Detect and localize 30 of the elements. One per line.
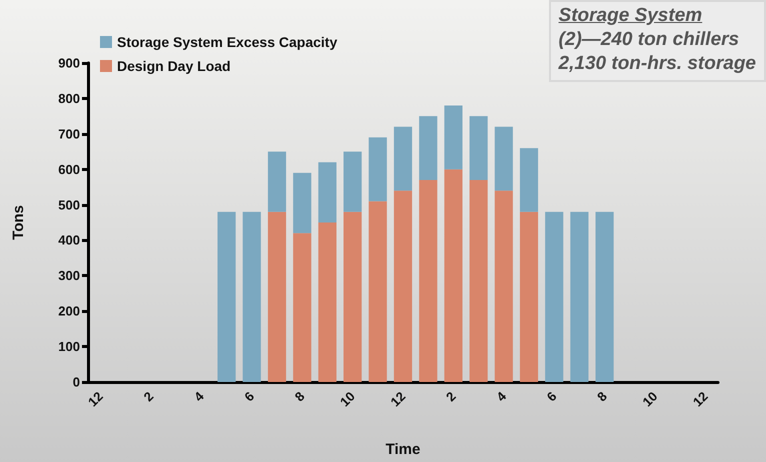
y-tick-label: 700: [58, 126, 80, 142]
x-tick-label: 10: [337, 388, 358, 410]
legend-label: Design Day Load: [117, 58, 231, 74]
text: Storage System: [558, 4, 704, 28]
x-tick-label: 4: [493, 388, 510, 404]
y-tick-label: 0: [72, 374, 80, 390]
x-tick-label: 8: [292, 388, 308, 404]
y-axis-title: Tons: [10, 205, 27, 240]
y-tick-label: 900: [58, 56, 80, 70]
x-tick-label: 8: [594, 388, 610, 404]
annotation: 2,130 ton-hrs. storage: [558, 52, 756, 76]
y-tick-label: 500: [58, 197, 80, 212]
x-tick-label: 12: [85, 388, 106, 410]
y-tick-label: 300: [58, 268, 80, 284]
x-tick-label: 2: [140, 388, 156, 404]
x-tick-label: 6: [544, 388, 560, 404]
legend-label: Storage System Excess Capacity: [117, 34, 338, 50]
x-tick-label: 12: [690, 388, 711, 410]
y-tick-label: 600: [58, 162, 80, 177]
x-tick-label: 12: [387, 388, 408, 410]
x-tick-label: 2: [442, 388, 459, 404]
y-tick-label: 400: [58, 232, 80, 248]
x-tick-label: 6: [241, 388, 258, 404]
text: (2)—240 ton chillers: [558, 28, 740, 52]
y-tick-label: 100: [58, 339, 80, 354]
y-tick-label: 200: [58, 304, 80, 319]
x-axis-title: Time: [386, 441, 420, 458]
y-tick-label: 800: [58, 90, 80, 106]
x-tick-label: 10: [639, 388, 660, 410]
x-tick-label: 4: [190, 388, 208, 404]
